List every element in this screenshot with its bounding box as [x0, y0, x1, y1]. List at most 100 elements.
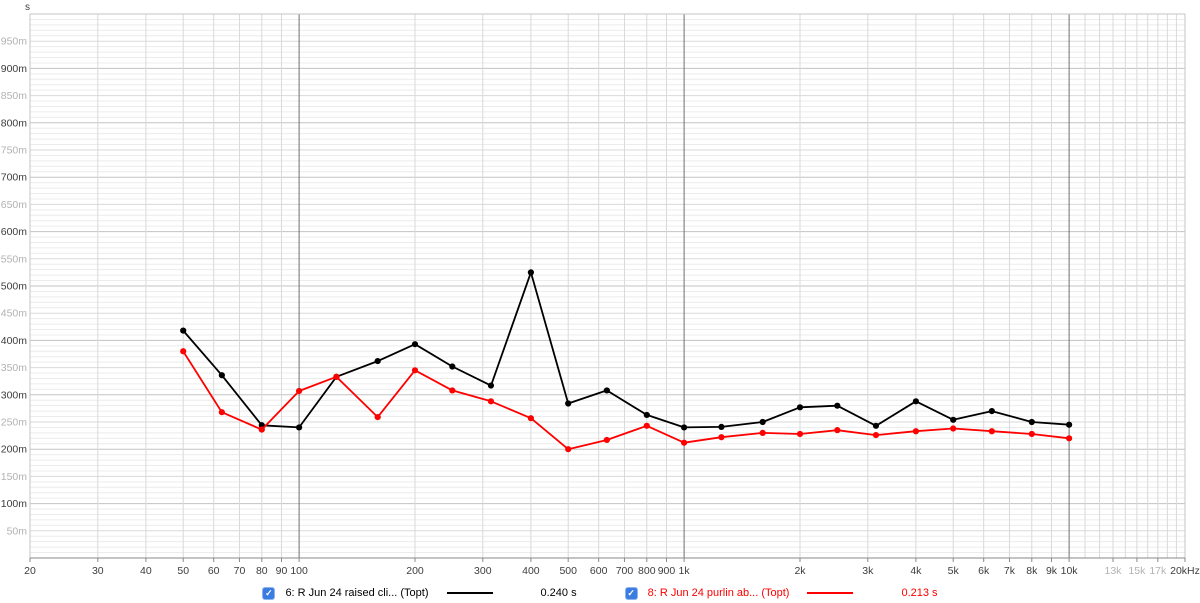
vertical-gridlines	[97, 14, 1177, 558]
x-tick-label: 500	[559, 565, 577, 577]
x-tick-label: 9k	[1046, 565, 1058, 577]
data-point	[487, 398, 495, 405]
x-tick-label: 20kHz	[1170, 565, 1200, 577]
y-tick-label: 800m	[1, 117, 28, 129]
data-point	[834, 402, 841, 409]
y-tick-label: 850m	[1, 90, 28, 102]
series-black	[180, 269, 1073, 431]
data-point	[411, 341, 419, 348]
y-tick-label: 450m	[1, 308, 28, 320]
y-tick-label: 500m	[1, 281, 28, 293]
data-point	[411, 367, 419, 374]
legend-item-series-8: ✓ 8: R Jun 24 purlin ab... (Topt) 0.213 …	[624, 586, 938, 600]
y-tick-label: 200m	[1, 444, 28, 456]
data-point	[296, 387, 303, 395]
x-tick-label: 1k	[679, 565, 691, 577]
data-point	[1028, 418, 1035, 426]
data-point	[950, 416, 957, 423]
y-tick-label: 250m	[1, 417, 28, 429]
y-tick-label: 900m	[1, 63, 28, 75]
data-point	[988, 428, 995, 435]
line-swatch-series-8	[807, 592, 854, 594]
data-point	[1066, 421, 1073, 428]
y-tick-label: 650m	[1, 199, 28, 211]
x-tick-label: 400	[522, 565, 540, 577]
x-tick-label: 15k	[1128, 565, 1146, 577]
data-point	[796, 430, 804, 438]
data-point	[988, 408, 995, 415]
x-tick-label: 100	[290, 565, 308, 577]
legend-value-series-6: 0.240 s	[540, 587, 577, 599]
data-point	[759, 418, 766, 426]
x-tick-label: 700	[616, 565, 634, 577]
x-tick-label: 2k	[794, 565, 806, 577]
data-point	[872, 431, 880, 439]
data-point	[1028, 430, 1035, 438]
data-point	[180, 327, 187, 334]
x-tick-label: 8k	[1026, 565, 1038, 577]
data-point	[333, 373, 340, 380]
data-point	[449, 387, 456, 394]
data-point	[527, 415, 534, 422]
data-point	[643, 411, 650, 419]
y-axis-unit-label: s	[25, 2, 30, 13]
checkbox-series-6[interactable]: ✓	[262, 586, 276, 600]
x-tick-label: 3k	[862, 565, 874, 577]
y-tick-label: 50m	[7, 525, 28, 537]
data-point	[603, 436, 610, 444]
data-point	[681, 424, 688, 431]
data-point	[950, 425, 957, 432]
data-point	[718, 423, 725, 430]
y-tick-label: 300m	[1, 389, 28, 401]
horizontal-gridlines	[30, 18, 1185, 554]
x-tick-label: 30	[92, 565, 104, 577]
y-tick-label: 700m	[1, 172, 28, 184]
x-tick-label: 10k	[1061, 565, 1079, 577]
data-point	[218, 409, 225, 416]
x-tick-label: 17k	[1149, 565, 1167, 577]
data-point	[527, 269, 534, 276]
data-point	[565, 446, 572, 453]
x-tick-label: 900	[658, 565, 676, 577]
x-tick-label: 4k	[910, 565, 922, 577]
data-point	[1066, 435, 1073, 442]
y-tick-label: 100m	[1, 498, 28, 510]
series-red	[180, 348, 1073, 453]
y-tick-label: 750m	[1, 145, 28, 157]
checkbox-series-8[interactable]: ✓	[624, 586, 638, 600]
x-axis: 20 30 40 50 60 70 80 90 100 200 300 400 500 600 700 800…	[24, 558, 1200, 577]
x-tick-label: 13k	[1105, 565, 1123, 577]
y-tick-label: 600m	[1, 226, 28, 238]
rt60-chart-canvas[interactable]: 20 30 40 50 60 70 80 90 100 200 300 400 500 600 700 800…	[0, 0, 1200, 582]
x-tick-label: 5k	[948, 565, 960, 577]
x-tick-label: 90	[276, 565, 288, 577]
data-point	[487, 382, 495, 389]
data-point	[180, 348, 187, 355]
x-tick-label: 60	[208, 565, 220, 577]
x-tick-label: 600	[590, 565, 608, 577]
data-point	[834, 427, 841, 434]
legend: ✓ 6: R Jun 24 raised cli... (Topt) 0.240…	[0, 584, 1200, 602]
data-point	[296, 424, 303, 431]
x-tick-label: 80	[256, 565, 268, 577]
y-axis: 50m 100m 150m 200m 250m 300m 350m 400m 450m 500m 5…	[1, 2, 30, 537]
x-tick-label: 50	[177, 565, 189, 577]
x-tick-label: 300	[474, 565, 492, 577]
data-point	[374, 414, 381, 421]
line-swatch-series-6	[446, 592, 493, 594]
data-point	[718, 434, 725, 441]
x-tick-label: 200	[406, 565, 424, 577]
x-tick-label: 6k	[978, 565, 990, 577]
data-point	[449, 363, 456, 370]
y-tick-label: 550m	[1, 253, 28, 265]
x-tick-label: 7k	[1004, 565, 1016, 577]
data-point	[643, 422, 650, 429]
data-point	[796, 404, 804, 411]
x-tick-label: 800	[638, 565, 656, 577]
x-tick-label: 20	[24, 565, 36, 577]
data-point	[603, 387, 610, 394]
y-tick-label: 400m	[1, 335, 28, 347]
data-point	[759, 429, 766, 436]
legend-label-series-8: 8: R Jun 24 purlin ab... (Topt)	[647, 587, 790, 599]
